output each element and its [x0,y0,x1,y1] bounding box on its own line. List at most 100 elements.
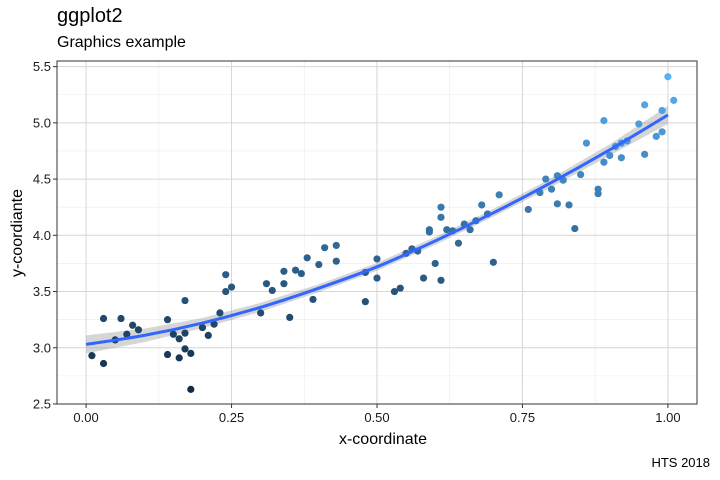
data-point [565,201,573,209]
data-point [443,226,451,234]
data-point [187,385,195,393]
chart-caption: HTS 2018 [651,455,710,470]
data-point [187,349,195,357]
data-point [262,280,271,288]
data-point [419,274,428,282]
data-point [658,106,666,115]
data-point [437,276,445,284]
data-point [396,284,404,292]
x-tick-label: 0.75 [510,410,535,425]
data-point [437,213,445,221]
data-point [547,185,556,193]
x-tick-label: 0.00 [73,410,98,425]
data-point [466,226,474,234]
data-point [291,266,300,274]
data-point [582,139,591,147]
chart-subtitle: Graphics example [57,34,186,51]
data-point [478,201,486,209]
data-point [181,345,189,353]
x-axis-title: x-coordinate [339,431,427,448]
data-point [373,274,381,282]
y-tick-label: 5.0 [33,115,51,130]
x-tick-label: 0.50 [364,410,389,425]
data-point [390,287,399,296]
data-point [227,283,236,291]
data-point [303,254,311,262]
data-point [88,352,96,360]
data-point [670,96,678,104]
data-point [204,331,212,339]
data-point [222,271,230,279]
data-point [216,309,224,317]
data-point [181,329,189,337]
y-tick-labels: 2.5 3.0 3.5 4.0 4.5 5.0 5.5 [33,59,51,411]
data-point [524,205,532,214]
x-tick-label: 1.00 [655,410,680,425]
data-point [129,321,137,329]
data-point [495,191,503,199]
grid-major [57,61,697,405]
data-point [594,185,602,193]
data-point [454,239,463,247]
data-point [664,73,672,81]
data-point [437,203,445,211]
data-point [99,359,108,368]
data-point [315,260,323,269]
data-point [268,286,276,295]
data-point [641,101,649,109]
data-point [542,175,550,183]
data-point [99,314,108,323]
y-axis-title: y-coordiante [9,189,26,277]
smooth-curve [85,113,669,346]
data-point [286,313,294,322]
data-point [309,295,317,304]
data-point [600,158,608,166]
data-point [553,200,561,208]
data-points [88,73,678,393]
data-point [257,309,265,317]
data-point [600,117,608,125]
data-point [175,354,183,362]
data-point [332,257,340,265]
data-point [175,335,183,343]
y-tick-label: 5.5 [33,59,51,74]
data-point [571,224,579,233]
x-tick-label: 0.25 [219,410,244,425]
data-point [163,316,172,324]
data-point [123,330,131,338]
data-point [134,326,143,334]
y-tick-label: 3.5 [33,284,51,299]
data-point [117,314,125,323]
data-point [431,259,439,268]
data-point [297,269,305,278]
data-point [641,150,649,158]
data-point [658,128,666,136]
data-point [280,280,288,288]
data-point [425,226,433,234]
data-point [361,298,369,306]
axis-ticks [53,66,669,408]
data-point [373,255,381,263]
smooth-line [85,113,669,346]
data-point [652,132,660,140]
chart-title: ggplot2 [57,5,123,27]
data-point [181,296,189,305]
data-point [198,323,207,332]
data-point [280,267,288,275]
y-tick-label: 2.5 [33,397,51,412]
x-tick-labels: 0.00 0.25 0.50 0.75 1.00 [73,410,680,425]
data-point [635,120,643,128]
y-tick-label: 3.0 [33,340,51,355]
data-point [489,258,497,266]
y-tick-label: 4.5 [33,172,51,187]
data-point [321,244,329,252]
data-point [169,330,177,338]
data-point [222,287,230,296]
data-point [210,320,218,328]
data-point [577,170,585,179]
data-point [332,241,340,250]
data-point [617,154,625,162]
y-tick-label: 4.0 [33,228,51,243]
data-point [606,151,614,160]
